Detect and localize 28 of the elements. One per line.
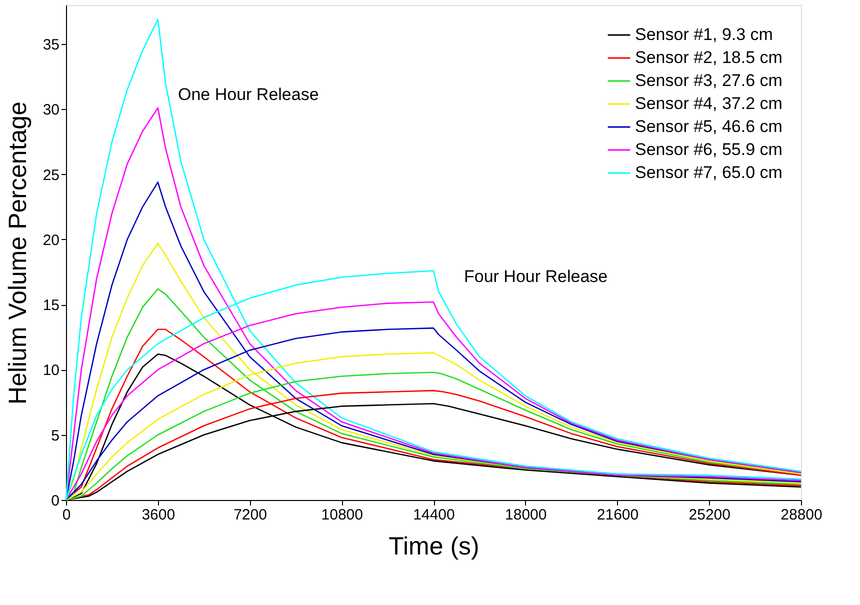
y-tick-label: 35 bbox=[42, 36, 60, 54]
legend-label: Sensor #3, 27.6 cm bbox=[635, 71, 782, 90]
legend-label: Sensor #6, 55.9 cm bbox=[635, 140, 782, 159]
x-axis-title: Time (s) bbox=[388, 532, 480, 560]
legend-label: Sensor #4, 37.2 cm bbox=[635, 94, 782, 113]
x-tick-label: 10800 bbox=[321, 506, 363, 524]
y-tick-label: 0 bbox=[51, 492, 60, 510]
annotation: One Hour Release bbox=[178, 85, 319, 104]
y-tick-label: 10 bbox=[42, 362, 60, 380]
x-tick-label: 0 bbox=[62, 506, 71, 524]
legend-label: Sensor #7, 65.0 cm bbox=[635, 163, 782, 182]
y-tick-label: 30 bbox=[42, 102, 60, 119]
y-tick-label: 15 bbox=[42, 297, 60, 314]
x-tick-label: 28800 bbox=[780, 506, 822, 524]
y-tick-label: 20 bbox=[42, 232, 60, 249]
y-axis-title: Helium Volume Percentage bbox=[4, 102, 32, 404]
x-tick-label: 18000 bbox=[505, 506, 547, 524]
x-tick-label: 3600 bbox=[142, 506, 176, 524]
y-tick-label: 25 bbox=[42, 166, 60, 184]
legend-label: Sensor #2, 18.5 cm bbox=[635, 48, 782, 67]
x-tick-label: 7200 bbox=[234, 506, 267, 524]
x-tick-label: 14400 bbox=[413, 506, 455, 524]
legend-label: Sensor #1, 9.3 cm bbox=[635, 25, 773, 44]
x-tick-label: 21600 bbox=[596, 506, 639, 524]
y-tick-label: 5 bbox=[51, 427, 60, 444]
annotation: Four Hour Release bbox=[464, 267, 608, 286]
x-tick-label: 25200 bbox=[688, 506, 730, 524]
legend-label: Sensor #5, 46.6 cm bbox=[635, 117, 782, 136]
